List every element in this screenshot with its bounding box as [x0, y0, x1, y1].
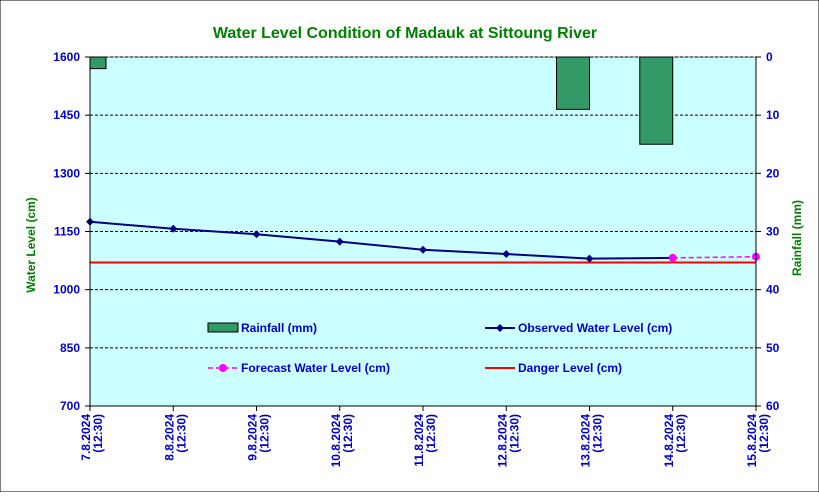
x-tick-label-time: (12:30) [258, 414, 272, 453]
x-tick-label-group: 13.8.2024(12:30) [579, 414, 605, 468]
x-tick-label-group: 12.8.2024(12:30) [495, 414, 521, 468]
forecast-point [668, 253, 677, 262]
y2-tick-label: 40 [766, 283, 780, 297]
y-tick-label: 1600 [53, 50, 80, 64]
chart-title: Water Level Condition of Madauk at Sitto… [213, 25, 597, 42]
legend-label: Forecast Water Level (cm) [241, 361, 390, 375]
x-tick-label-time: (12:30) [591, 414, 605, 453]
x-tick-label-group: 14.8.2024(12:30) [662, 414, 688, 468]
x-tick-label-date: 15.8.2024 [745, 414, 759, 468]
y2-axis-title: Rainfall (mm) [790, 200, 804, 276]
observed-point [169, 224, 178, 233]
x-tick-label-date: 8.8.2024 [162, 414, 176, 461]
x-tick-label-time: (12:30) [341, 414, 355, 453]
x-tick-label-group: 11.8.2024(12:30) [412, 414, 438, 467]
forecast-water-level-line [672, 255, 757, 259]
y2-tick-label: 50 [766, 341, 780, 355]
y-tick-label: 1000 [53, 283, 80, 297]
rainfall-bar [556, 56, 590, 110]
x-tick-label-date: 13.8.2024 [579, 414, 593, 468]
x-tick-label-group: 7.8.2024(12:30) [79, 414, 105, 461]
x-tick-label-group: 15.8.2024(12:30) [745, 414, 771, 468]
observed-point [252, 230, 261, 239]
y2-tick-label: 10 [766, 108, 780, 122]
legend-item: Observed Water Level (cm) [485, 321, 672, 335]
y-axis-title: Water Level (cm) [24, 197, 38, 293]
legend-item: Forecast Water Level (cm) [208, 361, 390, 375]
rainfall-bars [89, 56, 674, 145]
x-tick-label-time: (12:30) [674, 414, 688, 453]
x-tick-label-date: 9.8.2024 [246, 414, 260, 461]
legend-item: Danger Level (cm) [485, 361, 622, 375]
x-tick-label-date: 7.8.2024 [79, 414, 93, 461]
legend: Rainfall (mm) Observed Water Level (cm) Fo… [207, 321, 672, 375]
x-tick-label-group: 8.8.2024(12:30) [162, 414, 188, 461]
x-tick-label-date: 12.8.2024 [495, 414, 509, 468]
x-tick-label-group: 10.8.2024(12:30) [329, 414, 355, 468]
observed-water-level-line [89, 220, 673, 260]
y-tick-label: 1450 [53, 108, 80, 122]
x-tick-label-time: (12:30) [174, 414, 188, 453]
y-tick-label: 1300 [53, 166, 80, 180]
y2-tick-label: 60 [766, 399, 780, 413]
observed-point [502, 249, 511, 258]
rainfall-bar [639, 56, 674, 145]
legend-marker-observed [496, 324, 504, 332]
legend-label: Danger Level (cm) [518, 361, 622, 375]
observed-point [419, 245, 427, 254]
x-tick-label-time: (12:30) [757, 414, 771, 453]
x-tick-label-time: (12:30) [507, 414, 521, 453]
x-tick-label-date: 14.8.2024 [662, 414, 676, 468]
axes: 1600 1450 1300 1150 1000 850 700 0 10 20 30 40 50 60 7… [53, 50, 779, 467]
x-tick-label-date: 11.8.2024 [412, 414, 426, 467]
y-tick-label: 1150 [54, 225, 80, 239]
x-tick-label-date: 10.8.2024 [329, 414, 343, 468]
x-tick-label-time: (12:30) [424, 414, 438, 453]
x-tick-label-time: (12:30) [91, 414, 105, 453]
y2-tick-label: 30 [766, 225, 780, 239]
x-tick-label-group: 9.8.2024(12:30) [246, 414, 272, 461]
y2-tick-label: 20 [766, 166, 780, 180]
legend-label: Rainfall (mm) [241, 321, 317, 335]
series-lines [86, 217, 760, 264]
y-tick-label: 850 [60, 341, 80, 355]
y2-tick-label: 0 [766, 50, 773, 64]
observed-point [585, 254, 594, 263]
observed-point [335, 237, 344, 246]
rainfall-bar [89, 56, 107, 70]
legend-marker-forecast [219, 364, 227, 372]
legend-item: Rainfall (mm) [207, 321, 317, 335]
legend-label: Observed Water Level (cm) [518, 321, 672, 335]
legend-swatch-rainfall [207, 322, 239, 333]
y-tick-label: 700 [60, 399, 80, 413]
